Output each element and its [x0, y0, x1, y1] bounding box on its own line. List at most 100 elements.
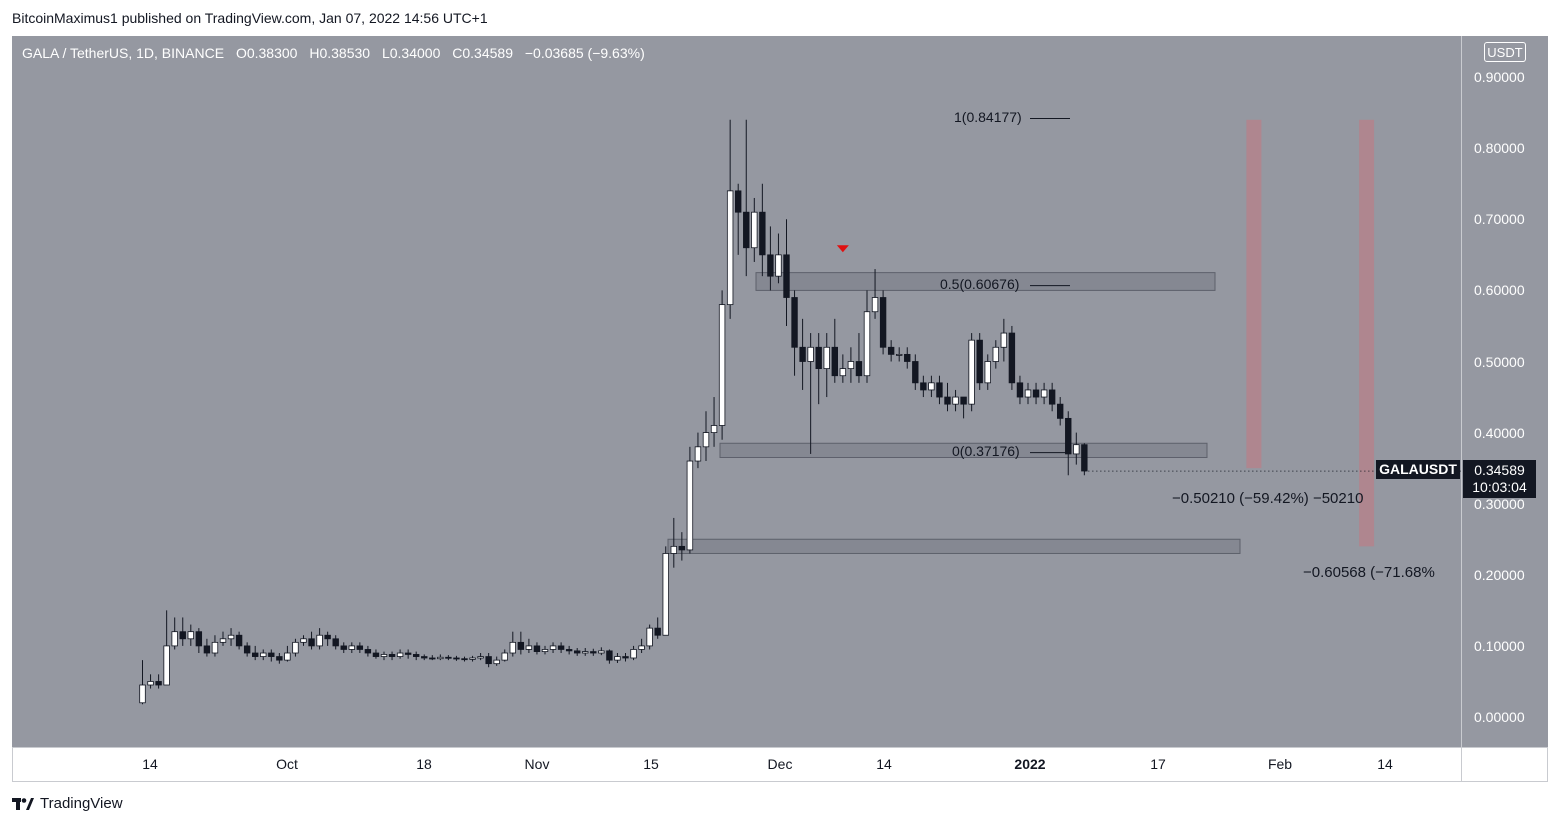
candle-body: [260, 652, 267, 657]
candle-body: [533, 645, 541, 652]
candle-body: [976, 339, 983, 384]
x-tick-label: 18: [416, 756, 432, 772]
legend-low: 0.34000: [389, 45, 441, 61]
candle-body: [139, 684, 146, 704]
target-column-1: [1246, 119, 1262, 469]
candle-body: [163, 645, 170, 686]
y-tick-label: 0.90000: [1474, 69, 1525, 86]
brand-name: TradingView: [40, 795, 123, 812]
candle-body: [726, 190, 734, 306]
candle-body: [968, 339, 975, 405]
last-price-tag: 0.34589 10:03:04: [1463, 460, 1536, 498]
tradingview-logo-icon: [12, 797, 34, 810]
y-tick-label: 0.70000: [1474, 211, 1525, 228]
support-resistance-zone-1: [755, 272, 1216, 291]
candle-body: [292, 641, 299, 654]
y-tick-label: 0.40000: [1474, 424, 1525, 441]
candle-body: [340, 645, 347, 650]
candle-body: [235, 634, 243, 647]
y-tick-label: 0.10000: [1474, 637, 1525, 654]
x-tick-label: 2022: [1014, 756, 1046, 772]
legend-open-label: O: [235, 45, 247, 61]
candle-body: [775, 254, 782, 277]
x-tick-label: 15: [643, 756, 659, 772]
legend-high-label: H: [309, 45, 320, 61]
legend-high: 0.38530: [319, 45, 371, 61]
candle-body: [1057, 403, 1064, 419]
candle-body: [912, 361, 919, 384]
candle-body: [871, 297, 879, 313]
candle-body: [887, 346, 895, 355]
candle-body: [815, 346, 822, 370]
y-tick-label: 0.80000: [1474, 140, 1525, 157]
candle-body: [751, 211, 758, 249]
candle-body: [904, 353, 911, 362]
candle-body: [404, 652, 412, 655]
bar-countdown: 10:03:04: [1472, 479, 1527, 495]
x-tick-label: 14: [876, 756, 892, 772]
candle-body: [412, 654, 420, 657]
candle-body: [1000, 332, 1008, 348]
legend-symbol[interactable]: GALA / TetherUS, 1D, BINANCE: [22, 45, 225, 61]
candle-body: [1032, 389, 1040, 398]
x-tick-label: 17: [1150, 756, 1166, 772]
symbol-tag: GALAUSDT: [1376, 460, 1460, 479]
candle-body: [759, 211, 766, 256]
candle-body: [718, 304, 726, 426]
candle-body: [622, 656, 629, 659]
currency-button[interactable]: USDT: [1484, 42, 1526, 62]
candle-body: [187, 631, 194, 640]
x-tick-label: Nov: [524, 756, 550, 772]
candle-body: [944, 396, 951, 405]
candle-body: [388, 654, 396, 657]
candle-body: [783, 254, 790, 298]
candle-body: [839, 368, 847, 377]
candle-body: [372, 652, 380, 657]
y-tick-label: 0.20000: [1474, 566, 1525, 583]
candle-body: [380, 654, 388, 657]
plot-area[interactable]: [12, 36, 1461, 747]
x-tick-label: 14: [1377, 756, 1393, 772]
candle-body: [453, 657, 460, 660]
candle-body: [525, 645, 533, 650]
legend-close-label: C: [452, 45, 463, 61]
candle-body: [702, 432, 710, 448]
candle-body: [1024, 389, 1032, 398]
candle-body: [1040, 389, 1048, 398]
legend-close: 0.34589: [462, 45, 513, 61]
candle-body: [606, 650, 613, 661]
y-tick-label: 0.30000: [1474, 495, 1525, 512]
candle-body: [855, 361, 863, 377]
price-axis[interactable]: [1461, 36, 1548, 747]
candle-body: [767, 254, 774, 277]
target-annotation-2: −0.60568 (−71.68%: [1303, 564, 1435, 581]
candle-body: [1081, 444, 1088, 472]
candle-body: [227, 634, 235, 640]
candle-body: [557, 645, 565, 650]
sell-signal-marker: [836, 245, 849, 253]
candle-body: [1073, 444, 1080, 455]
candle-body: [710, 425, 718, 433]
candle-body: [541, 649, 549, 652]
candle-body: [1016, 382, 1024, 398]
candle-body: [863, 311, 871, 377]
candle-body: [243, 645, 251, 654]
candle-body: [437, 656, 444, 660]
candle-body: [179, 631, 186, 640]
candle-body: [582, 651, 589, 654]
candle-body: [960, 396, 967, 405]
candle-body: [847, 361, 855, 370]
candle-body: [445, 656, 452, 659]
x-tick-label: Feb: [1267, 756, 1293, 772]
candle-body: [461, 658, 468, 661]
candle-body: [896, 353, 903, 356]
candle-body: [308, 638, 315, 647]
candle-body: [493, 659, 500, 665]
last-price: 0.34589: [1474, 462, 1525, 478]
tradingview-brand[interactable]: TradingView: [12, 795, 123, 812]
candle-body: [1065, 417, 1072, 455]
candle-body: [155, 681, 162, 686]
y-tick-label: 0.60000: [1474, 282, 1525, 299]
target-column-2: [1359, 119, 1375, 547]
